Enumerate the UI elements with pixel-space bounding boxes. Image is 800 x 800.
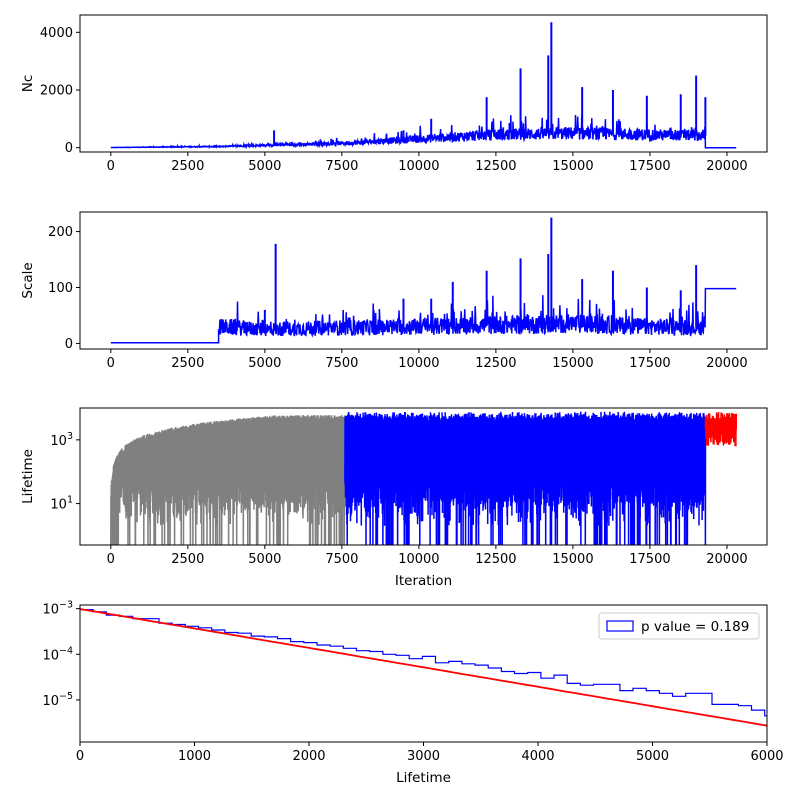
lifetime-trace <box>110 415 346 545</box>
x-tick-label: 10000 <box>398 356 439 371</box>
x-tick-label: 20000 <box>706 159 747 174</box>
y-axis-label: Lifetime <box>20 449 36 504</box>
panel-1: 0 2500 5000 7500 10000 12500 15000 17500 20000 0 2… <box>20 14 768 174</box>
y-tick-label: 2000 <box>40 83 73 98</box>
legend-label: p value = 0.189 <box>641 619 749 635</box>
x-tick-label: 5000 <box>248 356 281 371</box>
legend-box <box>598 612 760 640</box>
x-tick-label: 5000 <box>248 159 281 174</box>
panel-2: 0 2500 5000 7500 10000 12500 15000 17500 20000 0 1… <box>20 211 768 371</box>
x-tick-label: 5000 <box>248 552 281 567</box>
x-tick-label: 7500 <box>325 159 358 174</box>
x-tick-label: 12500 <box>475 356 516 371</box>
y-tick-label: 100 <box>48 281 73 296</box>
lifetime-trace <box>704 411 738 447</box>
x-tick-label: 3000 <box>407 749 440 764</box>
x-tick-label: 1000 <box>178 749 211 764</box>
x-tick-label: 15000 <box>552 159 593 174</box>
fit-line <box>80 608 767 727</box>
x-tick-label: 2500 <box>171 356 204 371</box>
plot-frame <box>79 14 768 153</box>
x-tick-label: 7500 <box>325 356 358 371</box>
plot-frame <box>79 407 768 546</box>
x-tick-label: 4000 <box>521 749 554 764</box>
x-axis-label: Iteration <box>395 573 452 589</box>
x-tick-label: 10000 <box>398 159 439 174</box>
x-tick-label: 12500 <box>475 552 516 567</box>
y-tick-label: 10−4 <box>42 645 73 663</box>
x-tick-label: 12500 <box>475 159 516 174</box>
y-tick-label: 101 <box>50 495 73 513</box>
panel-4: p value = 0.189 0 1000 2000 3000 4000 5000 6000… <box>42 600 783 786</box>
x-tick-label: 7500 <box>325 552 358 567</box>
y-tick-label: 0 <box>65 141 73 156</box>
x-axis-label: Lifetime <box>396 770 451 786</box>
x-tick-label: 5000 <box>636 749 669 764</box>
y-tick-label: 103 <box>50 431 73 449</box>
x-tick-label: 2500 <box>171 552 204 567</box>
x-tick-label: 0 <box>76 749 84 764</box>
x-tick-label: 20000 <box>706 356 747 371</box>
plot-frame <box>79 211 768 350</box>
histogram-step <box>80 609 767 717</box>
y-tick-label: 10−5 <box>42 691 73 709</box>
y-tick-label: 200 <box>48 225 73 240</box>
y-tick-label: 0 <box>65 337 73 352</box>
x-tick-label: 17500 <box>629 159 670 174</box>
x-tick-label: 10000 <box>398 552 439 567</box>
y-tick-label: 10−3 <box>42 600 73 618</box>
lifetime-trace <box>344 411 707 545</box>
x-tick-label: 0 <box>107 552 115 567</box>
y-axis-label: Scale <box>20 262 36 298</box>
x-tick-label: 17500 <box>629 356 670 371</box>
y-axis-label: Nc <box>20 75 36 93</box>
x-tick-label: 2500 <box>171 159 204 174</box>
series-line <box>110 114 737 150</box>
x-tick-label: 0 <box>107 159 115 174</box>
x-tick-label: 0 <box>107 356 115 371</box>
y-tick-label: 4000 <box>40 26 73 41</box>
panel-3: 0 2500 5000 7500 10000 12500 15000 17500 20000 10… <box>20 407 768 589</box>
series-line <box>110 287 737 344</box>
x-tick-label: 20000 <box>706 552 747 567</box>
x-tick-label: 2000 <box>292 749 325 764</box>
legend-swatch <box>606 620 634 632</box>
x-tick-label: 6000 <box>750 749 783 764</box>
x-tick-label: 15000 <box>552 356 593 371</box>
x-tick-label: 17500 <box>629 552 670 567</box>
x-tick-label: 15000 <box>552 552 593 567</box>
